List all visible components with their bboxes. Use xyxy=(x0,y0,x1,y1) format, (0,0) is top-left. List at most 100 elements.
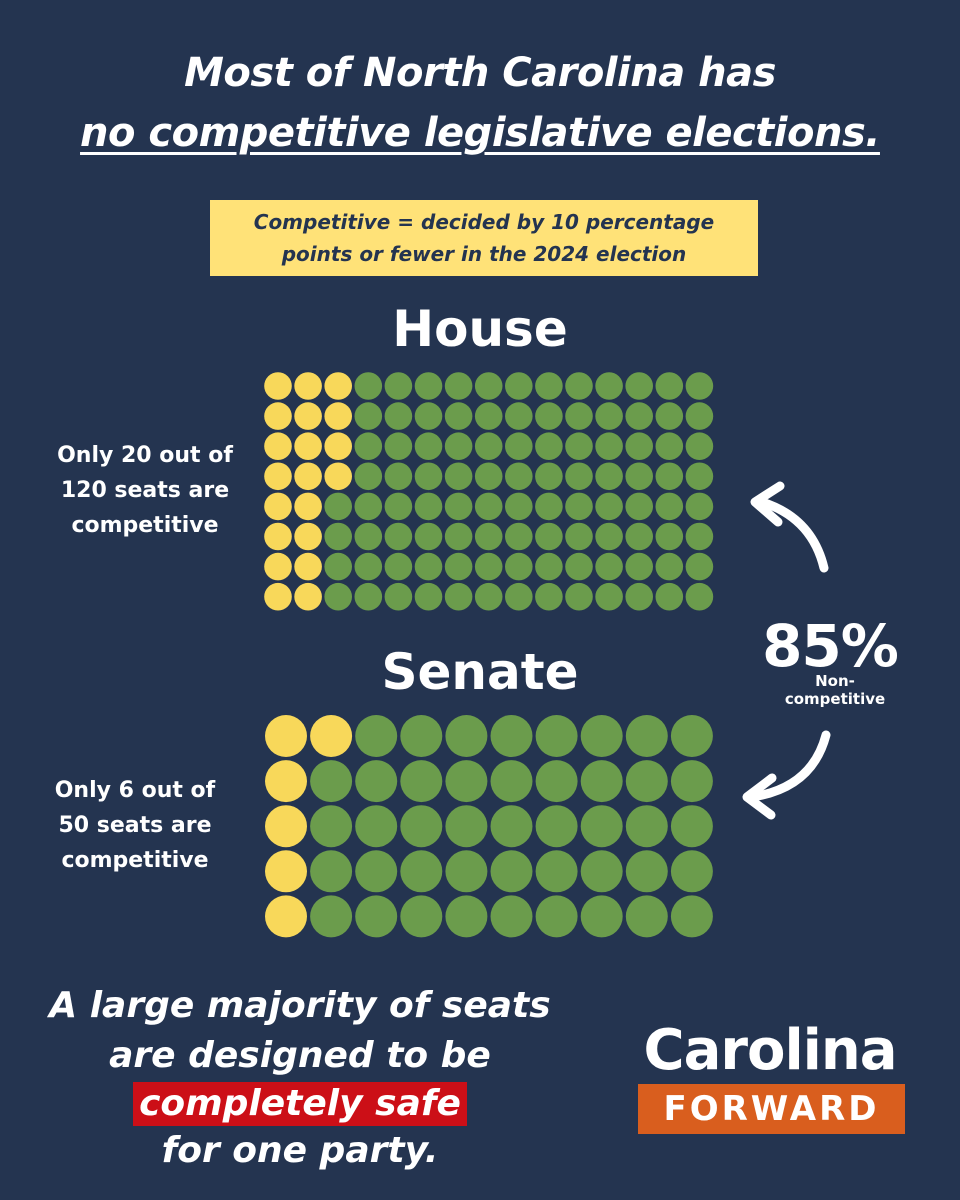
senate-seat-non-competitive xyxy=(310,895,353,938)
house-seat-non-competitive xyxy=(354,462,383,491)
footer-line-1: A large majority of seats xyxy=(49,985,551,1026)
house-seat-non-competitive xyxy=(384,522,413,551)
house-seat-non-competitive xyxy=(324,522,353,551)
senate-seat-non-competitive xyxy=(580,895,623,938)
house-seat-non-competitive xyxy=(595,522,623,551)
senate-seat-non-competitive xyxy=(535,805,578,848)
house-seat-non-competitive xyxy=(595,492,623,521)
house-seat-non-competitive xyxy=(625,522,653,551)
house-seat-non-competitive xyxy=(354,402,383,430)
house-title: House xyxy=(392,300,568,358)
house-seat-competitive xyxy=(324,402,353,430)
house-seat-non-competitive xyxy=(685,492,714,521)
house-seat-non-competitive xyxy=(414,552,443,581)
house-seat-non-competitive xyxy=(354,432,383,461)
footer-highlight-wrap: completely safe xyxy=(20,1082,580,1126)
senate-seat-non-competitive xyxy=(670,760,713,803)
house-seat-non-competitive xyxy=(535,402,563,430)
house-seat-non-competitive xyxy=(625,492,653,521)
definition-box: Competitive = decided by 10 percentage p… xyxy=(210,200,758,276)
house-seat-non-competitive xyxy=(565,492,593,521)
house-seat-competitive xyxy=(264,402,292,430)
logo-wordmark-bottom: FORWARD xyxy=(638,1084,905,1134)
house-seat-non-competitive xyxy=(625,402,653,430)
house-seat-non-competitive xyxy=(324,492,353,521)
house-seat-non-competitive xyxy=(565,432,593,461)
arrow-down-icon xyxy=(742,730,831,820)
house-seat-non-competitive xyxy=(444,372,473,400)
house-label-line-3: competitive xyxy=(71,513,219,538)
house-seat-non-competitive xyxy=(414,372,443,400)
house-seat-non-competitive xyxy=(535,522,563,551)
senate-seat-non-competitive xyxy=(400,715,443,757)
senate-seat-competitive xyxy=(310,715,353,757)
senate-seat-non-competitive xyxy=(580,715,623,757)
house-seat-non-competitive xyxy=(384,432,413,461)
senate-seat-non-competitive xyxy=(625,895,668,938)
title-line-2: no competitive legislative elections. xyxy=(80,110,880,156)
house-label: Only 20 out of 120 seats are competitive xyxy=(30,438,260,543)
senate-seat-non-competitive xyxy=(580,850,623,893)
house-seat-competitive xyxy=(264,372,292,400)
house-seat-non-competitive xyxy=(685,402,714,430)
house-seat-non-competitive xyxy=(505,492,533,521)
house-seat-non-competitive xyxy=(565,552,593,581)
house-seat-non-competitive xyxy=(414,462,443,491)
senate-seat-competitive xyxy=(265,850,307,893)
house-seat-competitive xyxy=(294,522,322,551)
house-seat-non-competitive xyxy=(414,432,443,461)
house-seat-non-competitive xyxy=(474,372,503,400)
house-seat-competitive xyxy=(294,552,322,581)
house-seat-non-competitive xyxy=(384,492,413,521)
house-seat-non-competitive xyxy=(655,372,684,400)
logo-wordmark-top: Carolina xyxy=(643,1018,897,1083)
senate-seat-non-competitive xyxy=(490,895,533,938)
senate-seat-non-competitive xyxy=(580,760,623,803)
house-seat-non-competitive xyxy=(655,522,684,551)
house-seat-non-competitive xyxy=(505,432,533,461)
senate-seat-non-competitive xyxy=(400,760,443,803)
house-seat-non-competitive xyxy=(535,372,563,400)
house-seat-competitive xyxy=(324,462,353,491)
house-seat-non-competitive xyxy=(685,432,714,461)
house-seat-non-competitive xyxy=(384,402,413,430)
house-seat-non-competitive xyxy=(655,582,684,611)
house-seat-non-competitive xyxy=(625,552,653,581)
senate-seat-non-competitive xyxy=(310,850,353,893)
senate-seat-non-competitive xyxy=(445,805,488,848)
senate-seat-non-competitive xyxy=(625,850,668,893)
senate-seat-non-competitive xyxy=(355,715,398,757)
house-seat-non-competitive xyxy=(565,582,593,611)
house-seat-non-competitive xyxy=(474,582,503,611)
house-seat-non-competitive xyxy=(474,522,503,551)
senate-seat-non-competitive xyxy=(355,850,398,893)
house-seat-non-competitive xyxy=(685,552,714,581)
house-seat-non-competitive xyxy=(565,522,593,551)
senate-seat-non-competitive xyxy=(490,760,533,803)
senate-seat-non-competitive xyxy=(355,760,398,803)
house-seat-non-competitive xyxy=(444,522,473,551)
senate-seat-non-competitive xyxy=(670,850,713,893)
house-seat-non-competitive xyxy=(474,462,503,491)
senate-seat-non-competitive xyxy=(625,805,668,848)
senate-seat-non-competitive xyxy=(580,805,623,848)
house-seat-non-competitive xyxy=(655,432,684,461)
senate-seat-non-competitive xyxy=(445,760,488,803)
house-seat-non-competitive xyxy=(474,432,503,461)
callout-subtitle: Non- competitive xyxy=(760,672,910,708)
senate-seat-non-competitive xyxy=(625,715,668,757)
house-seat-competitive xyxy=(294,402,322,430)
house-seat-competitive xyxy=(294,372,322,400)
house-seat-competitive xyxy=(264,552,292,581)
house-seat-non-competitive xyxy=(414,582,443,611)
house-seat-non-competitive xyxy=(384,582,413,611)
house-seat-competitive xyxy=(264,522,292,551)
house-seat-non-competitive xyxy=(535,552,563,581)
senate-seat-competitive xyxy=(265,760,307,803)
senate-seat-non-competitive xyxy=(355,895,398,938)
house-seat-competitive xyxy=(294,492,322,521)
house-seat-non-competitive xyxy=(505,582,533,611)
senate-seat-non-competitive xyxy=(400,895,443,938)
house-seat-non-competitive xyxy=(505,522,533,551)
